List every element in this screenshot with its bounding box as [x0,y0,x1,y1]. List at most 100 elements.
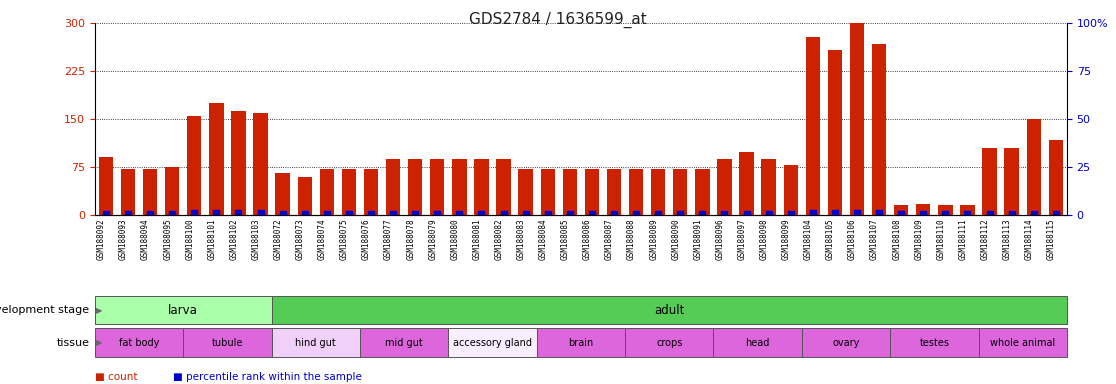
Text: GSM188074: GSM188074 [318,218,327,260]
Bar [562,169,577,215]
Point [936,211,954,217]
Point [1003,211,1021,217]
Text: GSM188079: GSM188079 [429,218,437,260]
Point [185,210,203,217]
Point [760,210,778,217]
Text: GSM188100: GSM188100 [185,218,194,260]
Text: ■ percentile rank within the sample: ■ percentile rank within the sample [173,372,362,382]
Text: GSM188077: GSM188077 [384,218,393,260]
Text: tubule: tubule [212,338,243,348]
Bar [828,50,843,215]
Bar [960,205,974,215]
Bar [801,328,891,357]
Point [693,211,711,217]
Text: GSM188108: GSM188108 [892,218,902,260]
Bar [408,159,422,215]
Text: GSM188085: GSM188085 [561,218,570,260]
Point [451,210,469,217]
Text: GSM188075: GSM188075 [340,218,349,260]
Text: development stage: development stage [0,305,89,315]
Text: GSM188073: GSM188073 [296,218,305,260]
Bar [607,169,622,215]
Text: GSM188093: GSM188093 [119,218,128,260]
Text: crops: crops [656,338,682,348]
Point [1024,210,1042,217]
Point [715,210,733,217]
Bar [629,169,643,215]
Point [561,211,579,217]
Text: whole animal: whole animal [990,338,1056,348]
Bar [319,169,334,215]
Text: ■ count: ■ count [95,372,137,382]
Bar [430,159,444,215]
Bar [806,37,820,215]
Text: GSM188096: GSM188096 [715,218,724,260]
Text: GSM188084: GSM188084 [539,218,548,260]
Text: larva: larva [169,304,199,316]
Text: ▶: ▶ [96,306,103,315]
Bar [165,167,180,215]
Text: GSM188105: GSM188105 [826,218,835,260]
Text: GSM188088: GSM188088 [627,218,636,260]
Bar [474,159,489,215]
Point [826,210,844,216]
Point [1047,210,1065,217]
Text: GSM188104: GSM188104 [804,218,812,260]
Point [429,210,446,217]
Point [472,210,490,217]
Text: GSM188103: GSM188103 [251,218,260,260]
Bar [143,169,157,215]
Point [273,211,291,217]
Bar [891,328,979,357]
Text: GSM188072: GSM188072 [273,218,282,260]
Bar [713,328,801,357]
Text: GSM188092: GSM188092 [97,218,106,260]
Bar [364,169,378,215]
Text: adult: adult [654,304,684,316]
Text: GSM188086: GSM188086 [583,218,591,260]
Point [650,210,667,217]
Bar [1049,139,1064,215]
Text: accessory gland: accessory gland [453,338,532,348]
Bar [121,169,135,215]
Text: brain: brain [568,338,594,348]
Bar [783,165,798,215]
Point [893,211,911,217]
Text: GSM188090: GSM188090 [672,218,681,260]
Bar [386,159,401,215]
Point [959,211,976,217]
Bar [209,103,223,215]
Bar [979,328,1067,357]
Bar [298,177,311,215]
Point [318,211,336,217]
Bar [95,328,183,357]
Bar [718,159,732,215]
Bar [360,328,449,357]
Bar [271,296,1067,324]
Text: fat body: fat body [119,338,160,348]
Text: GSM188099: GSM188099 [781,218,791,260]
Text: GSM188076: GSM188076 [362,218,371,260]
Text: head: head [745,338,770,348]
Point [208,210,225,217]
Point [141,211,158,217]
Point [738,210,756,217]
Point [870,210,888,216]
Text: GSM188083: GSM188083 [517,218,526,260]
Text: hind gut: hind gut [296,338,336,348]
Text: GSM188089: GSM188089 [650,218,658,260]
Point [914,211,932,217]
Bar [271,328,360,357]
Text: ▶: ▶ [96,338,103,348]
Bar [231,111,246,215]
Bar [276,174,290,215]
Point [384,210,402,217]
Bar [449,328,537,357]
Bar [1004,148,1019,215]
Bar [740,152,753,215]
Bar [673,169,687,215]
Point [406,210,424,217]
Point [362,211,379,217]
Point [251,210,269,217]
Text: GSM188113: GSM188113 [1002,218,1012,260]
